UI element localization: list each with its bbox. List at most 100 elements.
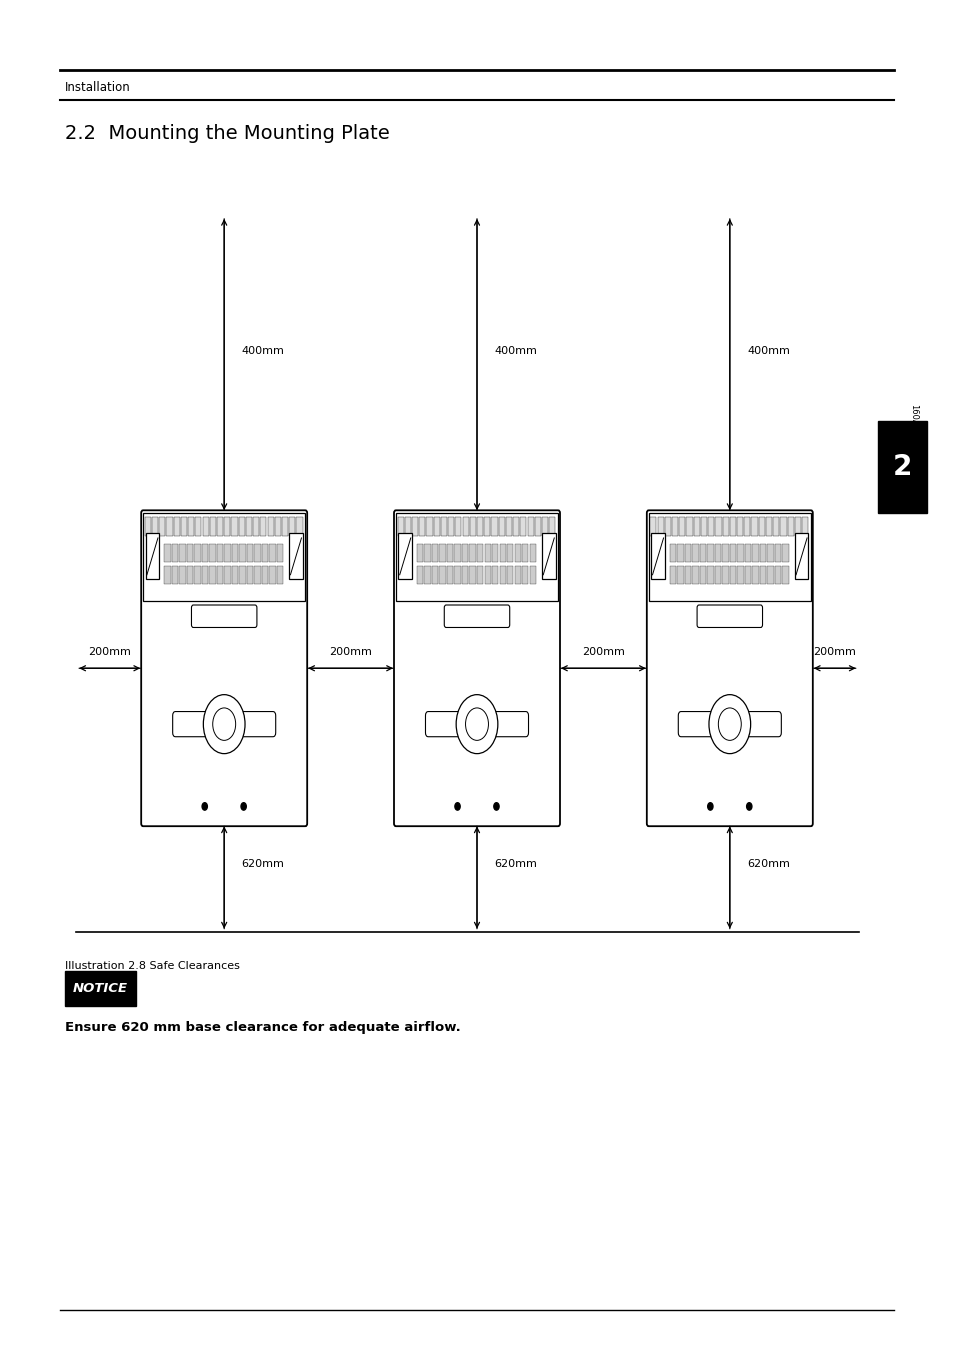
- Circle shape: [203, 695, 245, 753]
- Bar: [650, 517, 656, 536]
- Text: 160AA009-10: 160AA009-10: [908, 404, 918, 460]
- Bar: [209, 566, 215, 583]
- Bar: [744, 566, 750, 583]
- Bar: [239, 544, 245, 562]
- Bar: [181, 517, 187, 536]
- Bar: [253, 544, 260, 562]
- Bar: [737, 544, 743, 562]
- Circle shape: [746, 803, 751, 810]
- Bar: [434, 517, 439, 536]
- Bar: [521, 544, 528, 562]
- Text: Illustration 2.8 Safe Clearances: Illustration 2.8 Safe Clearances: [65, 961, 239, 971]
- Bar: [461, 544, 468, 562]
- Bar: [172, 544, 178, 562]
- Text: 400mm: 400mm: [746, 346, 789, 356]
- Bar: [700, 517, 706, 536]
- Bar: [397, 517, 403, 536]
- Bar: [454, 544, 460, 562]
- Bar: [439, 544, 445, 562]
- Bar: [759, 544, 765, 562]
- Bar: [152, 517, 158, 536]
- Bar: [253, 566, 260, 583]
- Bar: [238, 517, 245, 536]
- Bar: [541, 517, 548, 536]
- Bar: [774, 566, 781, 583]
- Bar: [671, 517, 678, 536]
- Bar: [179, 566, 186, 583]
- Bar: [684, 566, 691, 583]
- Bar: [529, 566, 536, 583]
- Bar: [499, 544, 505, 562]
- Bar: [239, 566, 245, 583]
- Bar: [729, 544, 736, 562]
- Bar: [210, 517, 215, 536]
- FancyBboxPatch shape: [192, 605, 256, 628]
- Bar: [455, 517, 461, 536]
- Bar: [514, 544, 520, 562]
- Bar: [781, 566, 788, 583]
- Bar: [758, 517, 764, 536]
- Bar: [296, 517, 302, 536]
- Bar: [669, 544, 676, 562]
- Bar: [686, 517, 692, 536]
- Bar: [535, 517, 540, 536]
- Bar: [269, 544, 275, 562]
- Bar: [216, 566, 223, 583]
- Text: Installation: Installation: [65, 81, 131, 95]
- Bar: [787, 517, 793, 536]
- Text: 620mm: 620mm: [241, 859, 284, 869]
- FancyBboxPatch shape: [678, 711, 781, 737]
- Text: 620mm: 620mm: [494, 859, 537, 869]
- Bar: [448, 517, 454, 536]
- Bar: [692, 544, 698, 562]
- Bar: [692, 566, 698, 583]
- Bar: [404, 517, 411, 536]
- Bar: [766, 566, 773, 583]
- Bar: [714, 566, 720, 583]
- Bar: [172, 566, 178, 583]
- Bar: [759, 566, 765, 583]
- Bar: [774, 544, 781, 562]
- Text: NOTICE: NOTICE: [73, 981, 128, 995]
- FancyBboxPatch shape: [646, 510, 812, 826]
- Bar: [164, 544, 171, 562]
- Bar: [416, 566, 423, 583]
- FancyBboxPatch shape: [425, 711, 528, 737]
- Bar: [267, 517, 274, 536]
- Bar: [498, 517, 504, 536]
- Bar: [476, 566, 483, 583]
- Bar: [721, 566, 728, 583]
- Bar: [721, 517, 728, 536]
- Bar: [145, 517, 151, 536]
- Text: 400mm: 400mm: [494, 346, 537, 356]
- Bar: [693, 517, 700, 536]
- Bar: [424, 544, 431, 562]
- Bar: [232, 544, 238, 562]
- Bar: [187, 566, 193, 583]
- Bar: [484, 517, 490, 536]
- Bar: [416, 544, 423, 562]
- Bar: [246, 517, 252, 536]
- Bar: [201, 566, 208, 583]
- Bar: [261, 544, 268, 562]
- Bar: [484, 544, 491, 562]
- Bar: [706, 544, 713, 562]
- Bar: [274, 517, 280, 536]
- Bar: [737, 566, 743, 583]
- Bar: [491, 517, 497, 536]
- Text: 400mm: 400mm: [241, 346, 284, 356]
- Bar: [521, 566, 528, 583]
- Bar: [743, 517, 750, 536]
- Bar: [780, 517, 785, 536]
- Bar: [700, 544, 705, 562]
- Bar: [506, 566, 513, 583]
- Bar: [232, 517, 237, 536]
- Bar: [513, 517, 518, 536]
- Text: 2.2  Mounting the Mounting Plate: 2.2 Mounting the Mounting Plate: [65, 124, 389, 143]
- Circle shape: [456, 695, 497, 753]
- FancyBboxPatch shape: [697, 605, 761, 628]
- Bar: [677, 566, 683, 583]
- Bar: [432, 566, 438, 583]
- Bar: [506, 544, 513, 562]
- Bar: [505, 517, 512, 536]
